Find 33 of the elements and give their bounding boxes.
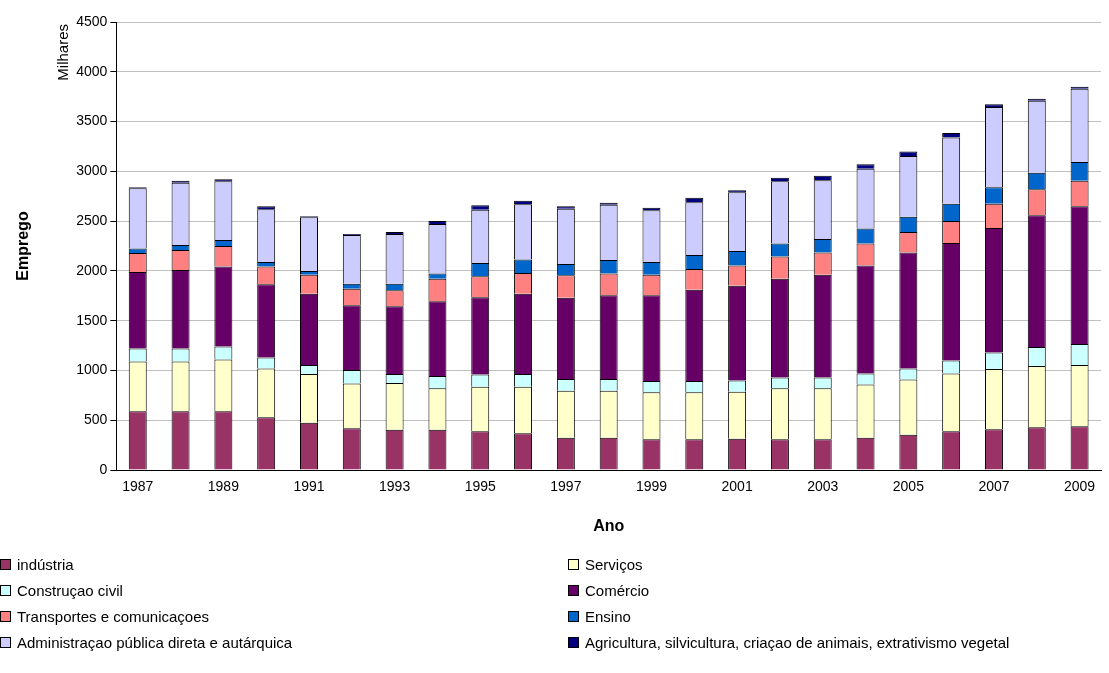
text: Milhares (54, 24, 72, 81)
y-tick-label: 4000 (76, 62, 108, 79)
legend-label: Comércio (585, 582, 650, 599)
y-tick-label: 500 (83, 411, 108, 428)
x-tick-label: 2003 (807, 478, 839, 495)
x-tick-label: 2005 (892, 478, 925, 495)
legend-label: Transportes e comunicaçoes (17, 608, 210, 625)
y-tick-label: 3500 (76, 112, 108, 129)
x-tick-label: 2001 (721, 478, 753, 495)
x-axis-title: Ano (593, 516, 625, 534)
y-tick-label: 4500 (76, 12, 108, 29)
y-tick-label: 0 (99, 460, 108, 477)
x-tick-label: 1991 (293, 478, 325, 495)
x-tick-label: 1997 (550, 478, 582, 495)
y-tick-label: 2000 (76, 261, 108, 278)
x-tick-label: 1995 (464, 478, 497, 495)
legend-label: indústria (17, 556, 74, 573)
legend-label: Agricultura, silvicultura, criaçao de animais, extrativismo vegetal (585, 634, 1010, 651)
y-tick-label: 1500 (76, 311, 108, 328)
legend-label: Construçao civil (17, 582, 123, 599)
legend-label: Ensino (585, 608, 631, 625)
x-tick-label: 2009 (1064, 478, 1096, 495)
x-tick-label: 1989 (207, 478, 240, 495)
x-tick-label: 2007 (978, 478, 1010, 495)
y-tick-label: 2500 (76, 211, 108, 228)
legend-label: Administraçao pública direta e autárquica (17, 634, 293, 651)
x-tick-label: 1999 (635, 478, 668, 495)
y-axis-title: Emprego (14, 211, 32, 281)
x-tick-label: 1987 (122, 478, 154, 495)
legend-label: Serviços (585, 556, 643, 573)
y-tick-label: 1000 (76, 361, 108, 378)
y-tick-label: 3000 (76, 162, 108, 179)
x-tick-label: 1993 (379, 478, 411, 495)
